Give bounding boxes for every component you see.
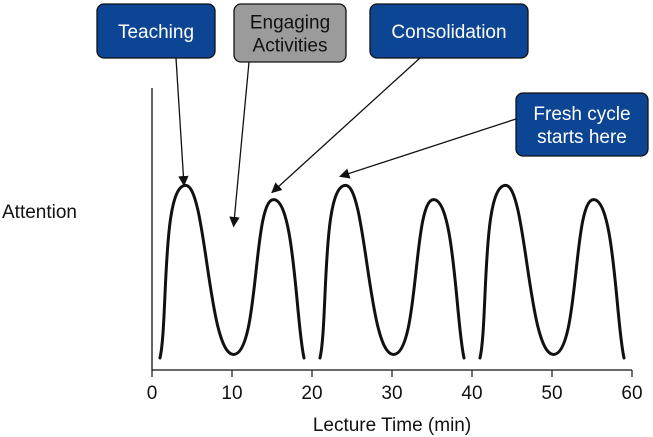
annotation-teaching: Teaching bbox=[96, 3, 216, 187]
x-axis-title: Lecture Time (min) bbox=[313, 415, 471, 436]
annotation-arrow bbox=[229, 61, 250, 228]
attention-curve-segment bbox=[478, 183, 626, 360]
x-tick-label: 50 bbox=[541, 383, 562, 404]
annotation-text: starts here bbox=[537, 127, 627, 148]
x-tick-label: 0 bbox=[147, 383, 158, 404]
x-ticks: 0 10 20 30 40 50 60 bbox=[147, 370, 643, 404]
x-tick-label: 20 bbox=[301, 383, 322, 404]
annotation-text: Teaching bbox=[118, 22, 194, 43]
annotation-text: Activities bbox=[253, 36, 328, 57]
annotation-arrow bbox=[271, 57, 421, 194]
annotation-text: Fresh cycle bbox=[533, 104, 630, 125]
attention-curve-segment bbox=[158, 183, 306, 360]
annotation-box bbox=[515, 92, 649, 157]
annotation-consolidation: Consolidation bbox=[271, 3, 529, 194]
annotation-arrow bbox=[175, 57, 189, 187]
x-tick-label: 30 bbox=[381, 383, 402, 404]
annotation-text: Consolidation bbox=[391, 22, 506, 43]
annotation-arrow bbox=[339, 118, 517, 179]
annotation-text: Engaging bbox=[250, 13, 330, 34]
attention-curve-segment bbox=[318, 183, 466, 360]
x-tick-label: 60 bbox=[621, 383, 642, 404]
annotation-box bbox=[369, 3, 529, 59]
y-axis-title: Attention bbox=[2, 202, 77, 223]
x-tick-label: 40 bbox=[461, 383, 482, 404]
x-tick-label: 10 bbox=[221, 383, 242, 404]
annotation-box bbox=[96, 3, 216, 59]
annotation-box bbox=[233, 3, 347, 63]
attention-curves bbox=[158, 183, 626, 360]
